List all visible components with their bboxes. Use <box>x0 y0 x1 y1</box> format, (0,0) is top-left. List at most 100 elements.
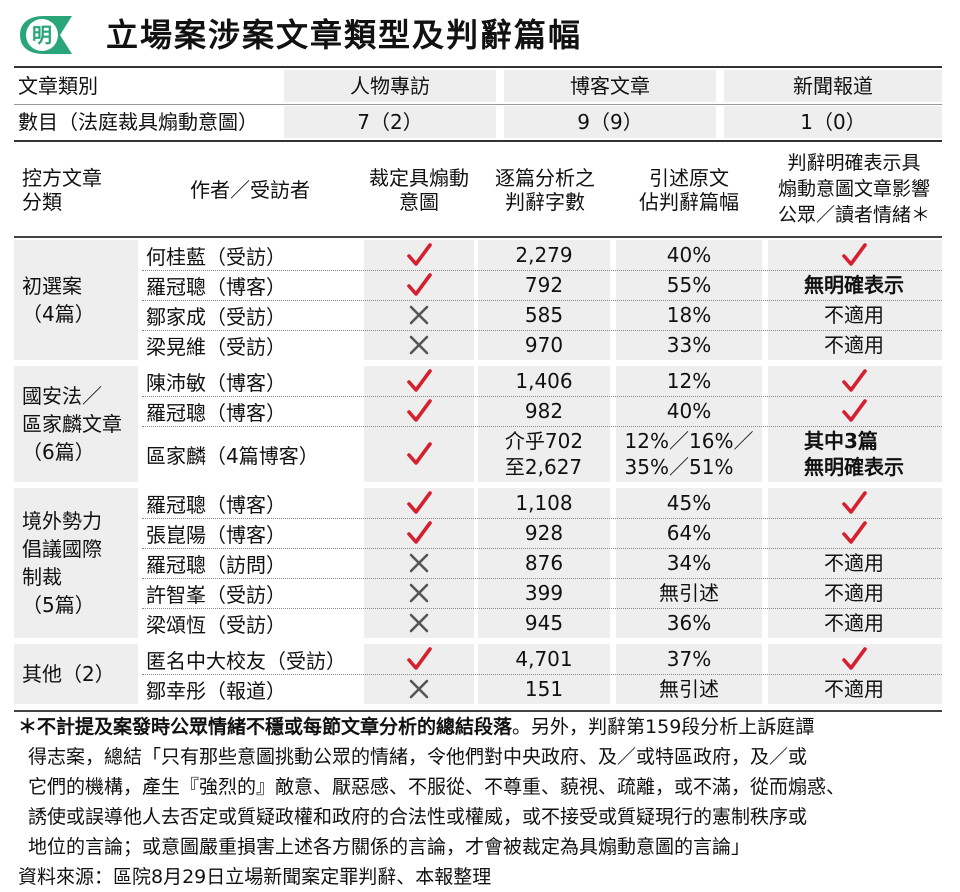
col-header-words: 逐篇分析之 判辭字數 <box>495 166 595 214</box>
author-name: 羅冠聰（博客） <box>146 492 286 517</box>
check-icon <box>364 426 474 482</box>
quote-percentage: 37% <box>666 647 712 671</box>
quote-percentage: 36% <box>666 611 712 635</box>
author-name: 區家麟（4篇博客） <box>146 443 319 468</box>
word-count: 982 <box>524 399 564 423</box>
summary-row1-label: 文章類別 <box>18 74 98 98</box>
category-blog: 博客文章 <box>570 74 650 98</box>
footnote-line: 誘使或誤導他人去否定或質疑政權和政府的合法性或權威，或不接受或質疑現行的憲制秩序… <box>28 806 808 828</box>
table-row: 張崑陽（博客） 928 64% <box>142 518 942 548</box>
quote-percentage: 12%／16%／ 35%／51% <box>624 429 754 479</box>
word-count: 585 <box>524 303 564 327</box>
cross-icon <box>364 674 474 704</box>
table-row: 羅冠聰（博客） 792 55% 無明確表示 <box>142 270 942 300</box>
table-row: 羅冠聰（博客） 982 40% <box>142 396 942 426</box>
quote-percentage: 無引述 <box>659 581 719 605</box>
word-count: 介乎702 至2,627 <box>504 429 584 479</box>
word-count: 1,108 <box>515 491 573 515</box>
table-row: 羅冠聰（博客） 1,108 45% <box>142 488 942 518</box>
author-name: 羅冠聰（博客） <box>146 274 286 299</box>
col-header-quote: 引述原文 佔判辭篇幅 <box>639 166 739 214</box>
quote-percentage: 55% <box>666 273 712 297</box>
author-name: 梁晃維（受訪） <box>146 334 286 359</box>
table-row: 鄒幸彤（報道） 151 無引述 不適用 <box>142 674 942 704</box>
quote-percentage: 45% <box>666 491 712 515</box>
author-name: 羅冠聰（博客） <box>146 400 286 425</box>
author-name: 鄒家成（受訪） <box>146 304 286 329</box>
word-count: 2,279 <box>515 243 573 267</box>
quote-percentage: 64% <box>666 521 712 545</box>
check-icon <box>364 644 474 674</box>
check-icon <box>364 270 474 300</box>
table-row: 梁晃維（受訪） 970 33% 不適用 <box>142 330 942 360</box>
cross-icon <box>364 548 474 578</box>
result-text: 不適用 <box>824 333 884 357</box>
word-count: 399 <box>524 581 564 605</box>
group-label: 其他（2） <box>22 662 115 686</box>
count-blog: 9（9） <box>577 110 643 134</box>
cross-icon <box>364 300 474 330</box>
table-row: 羅冠聰（訪問） 876 34% 不適用 <box>142 548 942 578</box>
footnote-star: ＊ <box>18 716 38 738</box>
category-news: 新聞報道 <box>793 74 873 98</box>
check-icon <box>364 396 474 426</box>
category-interview: 人物專訪 <box>350 74 430 98</box>
result-text: 其中3篇 無明確表示 <box>804 429 904 479</box>
quote-percentage: 18% <box>666 303 712 327</box>
count-interview: 7（2） <box>357 110 423 134</box>
source-note: 資料來源：區院8月29日立場新聞案定罪判辭、本報整理 <box>18 866 492 888</box>
header: 明 立場案涉案文章類型及判辭篇幅 <box>14 8 954 64</box>
cross-icon <box>364 608 474 638</box>
word-count: 151 <box>524 677 564 701</box>
result-text: 不適用 <box>824 611 884 635</box>
group-label: 境外勢力 倡議國際 制裁 （5篇） <box>22 509 102 617</box>
quote-percentage: 34% <box>666 551 712 575</box>
col-header-ruled: 裁定具煽動 意圖 <box>369 166 469 214</box>
author-name: 陳沛敏（博客） <box>146 370 286 395</box>
quote-percentage: 40% <box>666 399 712 423</box>
word-count: 970 <box>524 333 564 357</box>
quote-percentage: 無引述 <box>659 677 719 701</box>
author-name: 鄒幸彤（報道） <box>146 678 286 703</box>
word-count: 792 <box>524 273 564 297</box>
check-icon <box>768 518 940 548</box>
footnote-line: 地位的言論；或意圖嚴重損害上述各方關係的言論，才會被裁定為具煽動意圖的言論」 <box>28 836 751 858</box>
check-icon <box>768 366 940 396</box>
author-name: 匿名中大校友（受訪） <box>146 648 346 673</box>
table-row: 匿名中大校友（受訪） 4,701 37% <box>142 644 942 674</box>
ming-pao-logo: 明 <box>20 16 72 54</box>
result-text: 不適用 <box>824 677 884 701</box>
check-icon <box>768 396 940 426</box>
check-icon <box>364 366 474 396</box>
table-row: 何桂藍（受訪） 2,279 40% <box>142 240 942 270</box>
cross-icon <box>364 330 474 360</box>
word-count: 4,701 <box>515 647 573 671</box>
result-text: 無明確表示 <box>804 273 904 297</box>
author-name: 何桂藍（受訪） <box>146 244 286 269</box>
col-header-author: 作者／受訪者 <box>190 178 310 202</box>
col-header-effect: 判辭明確表示具 煽動意圖文章影響 公眾／讀者情緒＊ <box>777 152 930 226</box>
table-row: 陳沛敏（博客） 1,406 12% <box>142 366 942 396</box>
author-name: 羅冠聰（訪問） <box>146 552 286 577</box>
author-name: 許智峯（受訪） <box>146 582 286 607</box>
table-row: 區家麟（4篇博客） 介乎702 至2,627 12%／16%／ 35%／51% 其中3… <box>142 426 942 482</box>
result-text: 不適用 <box>824 303 884 327</box>
table-row: 梁頌恆（受訪） 945 36% 不適用 <box>142 608 942 638</box>
table-row: 鄒家成（受訪） 585 18% 不適用 <box>142 300 942 330</box>
check-icon <box>364 240 474 270</box>
divider <box>14 66 942 68</box>
page-title: 立場案涉案文章類型及判辭篇幅 <box>106 16 583 54</box>
quote-percentage: 40% <box>666 243 712 267</box>
svg-text:明: 明 <box>32 23 52 47</box>
footnote-bold: 不計提及案發時公眾情緒不穩或每節文章分析的總結段落 <box>37 716 513 738</box>
footnote: ＊不計提及案發時公眾情緒不穩或每節文章分析的總結段落。另外，判辭第159段分析上… <box>18 712 948 892</box>
quote-percentage: 33% <box>666 333 712 357</box>
footnote-rest: 。另外，判辭第159段分析上訴庭譚 <box>512 716 815 738</box>
count-news: 1（0） <box>800 110 866 134</box>
table-row: 許智峯（受訪） 399 無引述 不適用 <box>142 578 942 608</box>
group-label: 初選案 （4篇） <box>22 274 95 326</box>
footnote-line: 得志案，總結「只有那些意圖挑動公眾的情緒，令他們對中央政府、及／或特區政府，及／… <box>28 746 808 768</box>
quote-percentage: 12% <box>666 369 712 393</box>
check-icon <box>364 518 474 548</box>
check-icon <box>768 240 940 270</box>
